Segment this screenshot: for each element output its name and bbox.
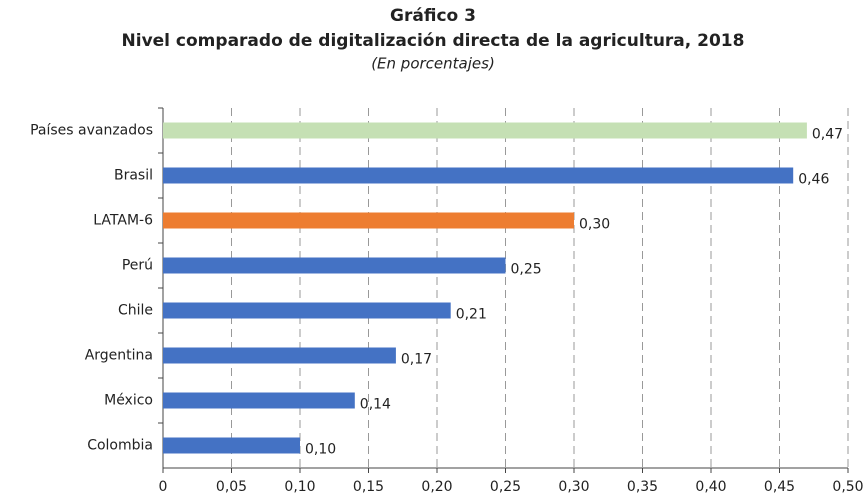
y-tick-label: Perú xyxy=(122,258,153,274)
x-tick-label: 0,50 xyxy=(832,479,863,495)
bar xyxy=(163,437,300,454)
x-tick-label: 0,25 xyxy=(490,479,521,495)
y-tick-label: México xyxy=(104,393,153,409)
bar xyxy=(163,167,794,184)
y-tick-label: LATAM-6 xyxy=(93,213,153,229)
chart-note: (En porcentajes) xyxy=(371,55,495,73)
data-label: 0,47 xyxy=(812,127,843,143)
x-tick-label: 0,35 xyxy=(627,479,658,495)
x-tick-label: 0,10 xyxy=(284,479,315,495)
y-tick-label: Chile xyxy=(118,303,153,319)
x-tick-label: 0 xyxy=(159,479,168,495)
x-tick-label: 0,20 xyxy=(421,479,452,495)
data-label: 0,30 xyxy=(579,217,610,233)
x-tick-label: 0,30 xyxy=(558,479,589,495)
chart-title: Gráfico 3 xyxy=(390,6,476,26)
x-tick-label: 0,45 xyxy=(764,479,795,495)
data-label: 0,14 xyxy=(360,397,391,413)
x-tick-label: 0,40 xyxy=(695,479,726,495)
y-tick-label: Países avanzados xyxy=(30,123,153,139)
data-label: 0,46 xyxy=(798,172,829,188)
bar xyxy=(163,392,355,409)
x-tick-label: 0,15 xyxy=(353,479,384,495)
bar xyxy=(163,212,574,229)
bar xyxy=(163,122,807,139)
bar xyxy=(163,257,506,274)
x-tick-label: 0,05 xyxy=(216,479,247,495)
chart-subtitle: Nivel comparado de digitalización direct… xyxy=(122,31,745,51)
y-tick-label: Argentina xyxy=(85,348,153,364)
bar xyxy=(163,347,396,364)
y-tick-label: Colombia xyxy=(87,438,153,454)
data-label: 0,17 xyxy=(401,352,432,368)
data-label: 0,25 xyxy=(511,262,542,278)
bar xyxy=(163,302,451,319)
data-label: 0,10 xyxy=(305,442,336,458)
data-label: 0,21 xyxy=(456,307,487,323)
y-tick-label: Brasil xyxy=(114,168,153,184)
